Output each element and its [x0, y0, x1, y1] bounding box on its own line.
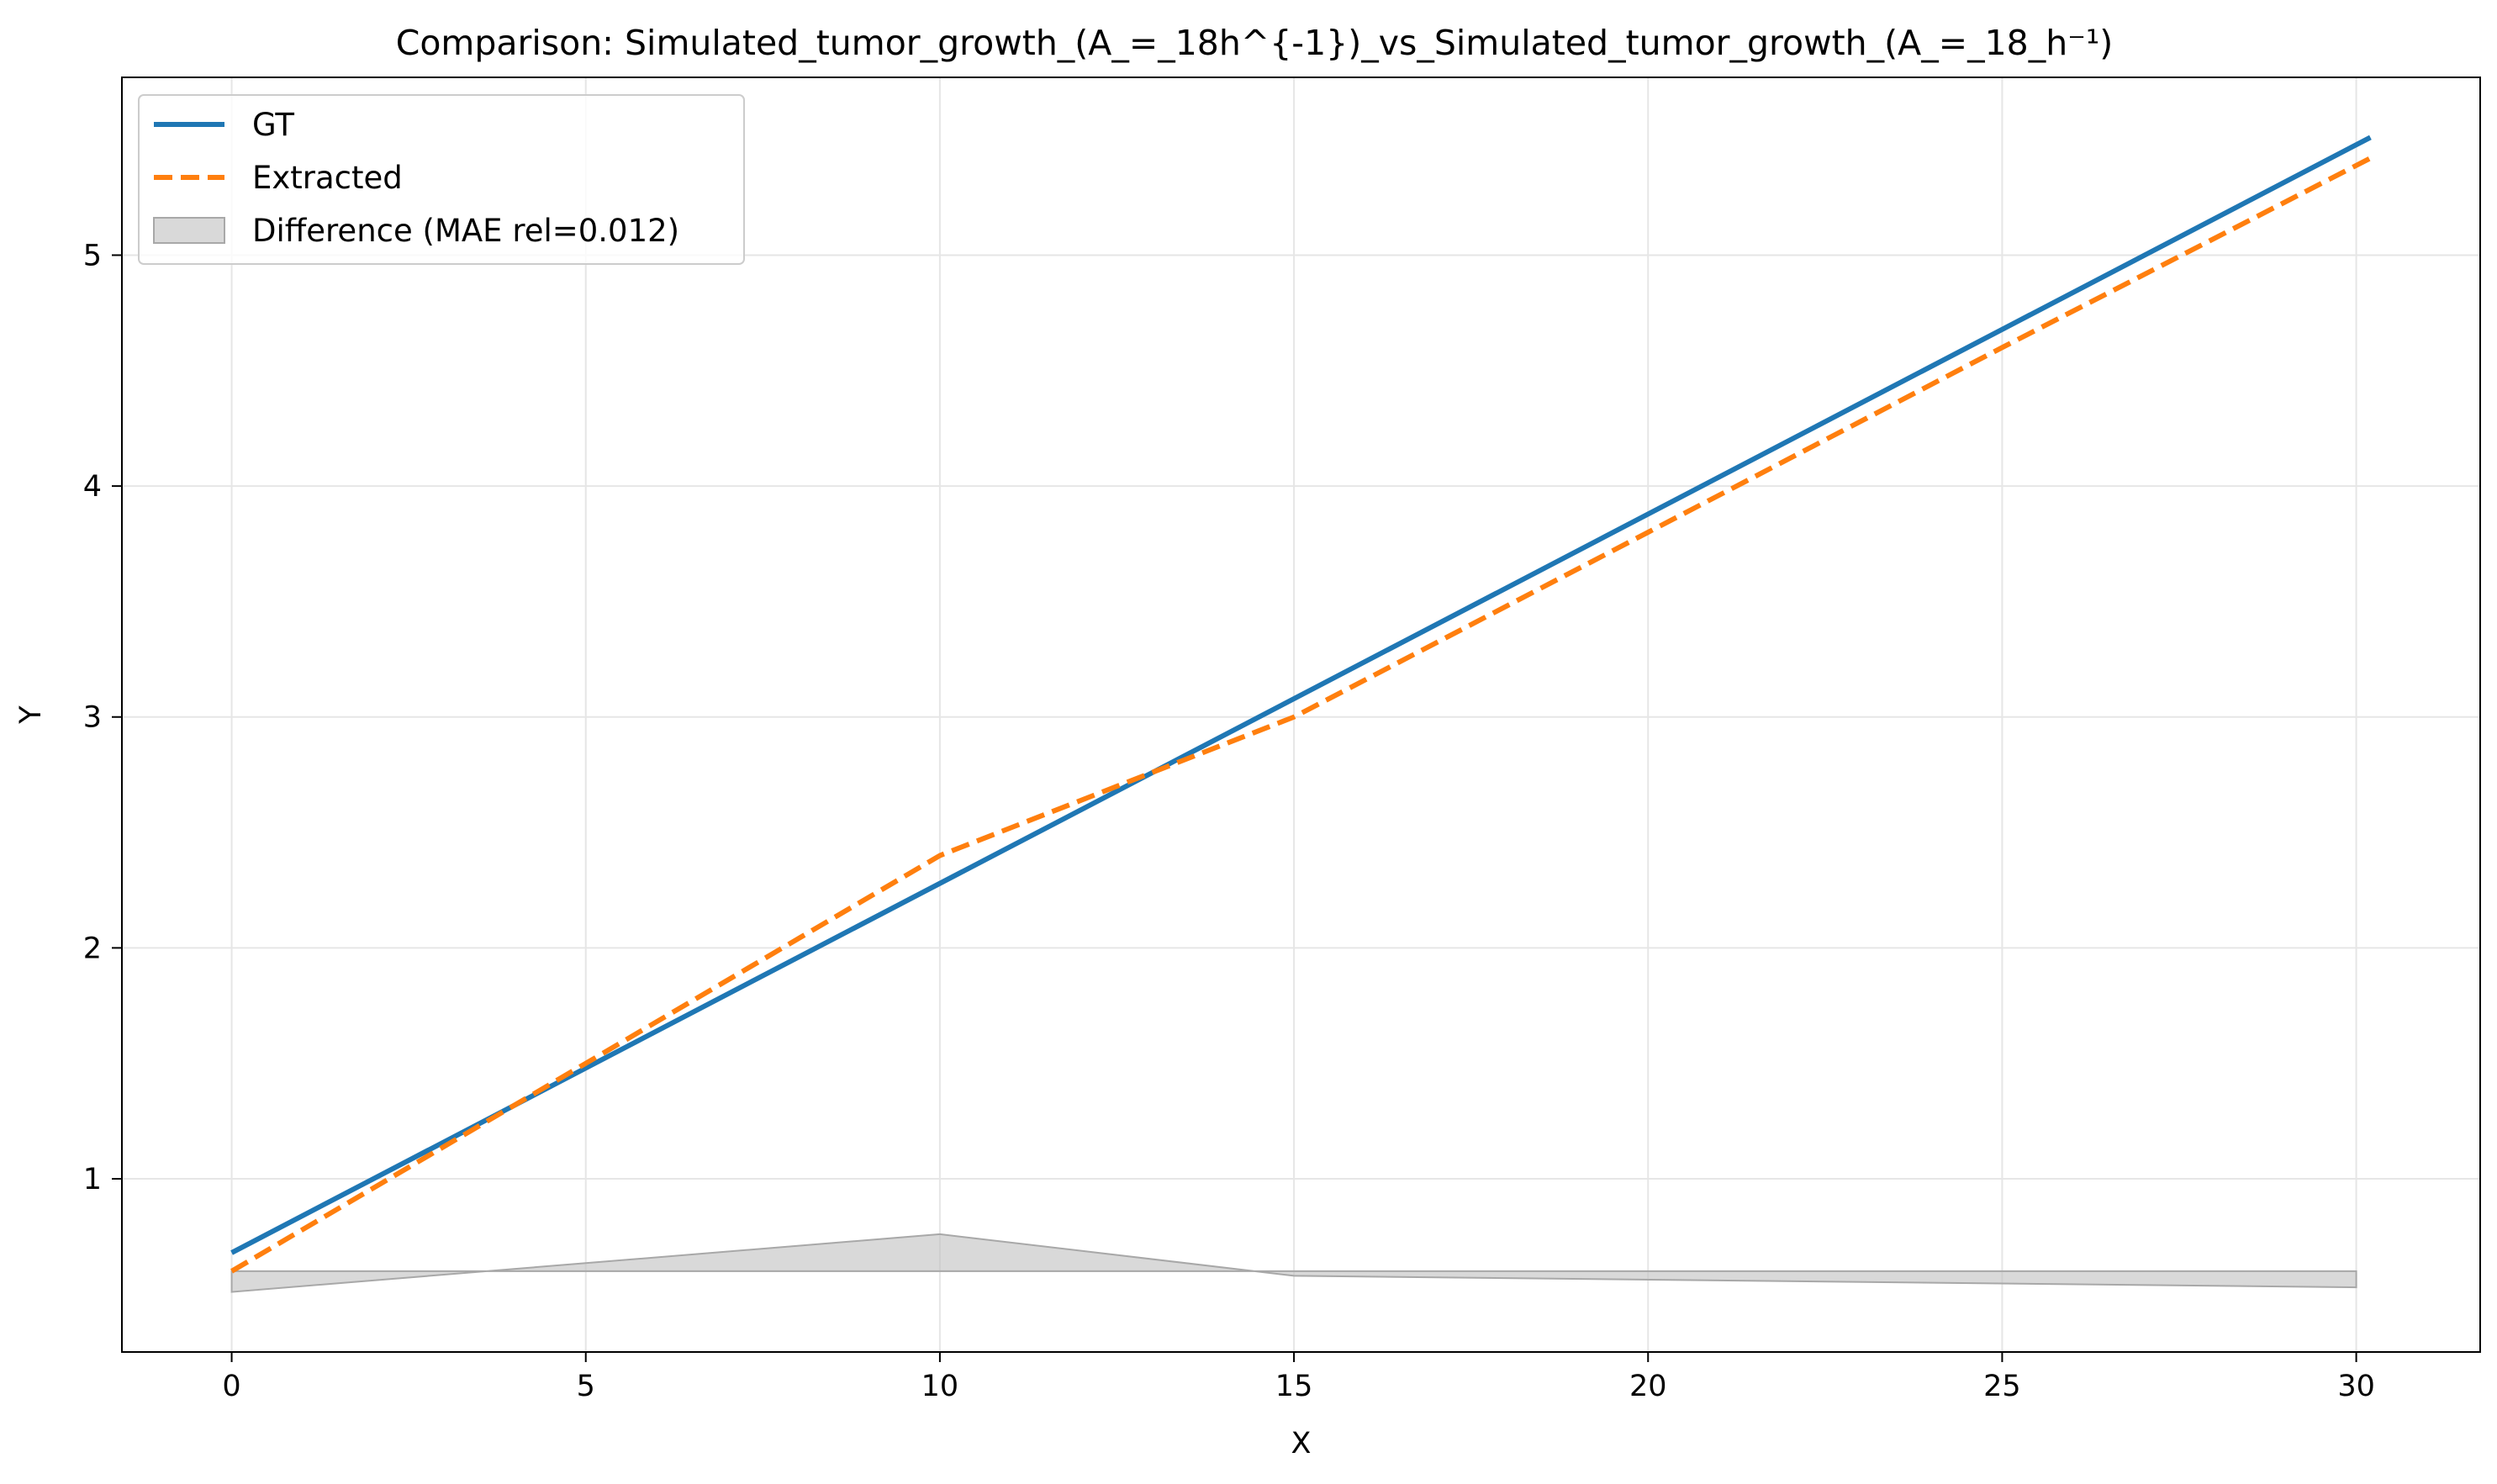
axis-ticks: 0 5 10 15 20 25 30 1 2 3 4 5	[83, 239, 2375, 1403]
x-tick-label: 15	[1275, 1370, 1313, 1403]
y-tick-label: 5	[83, 239, 102, 272]
plot-frame	[121, 77, 2481, 1353]
series-line-1	[230, 156, 2372, 1274]
chart-title: Comparison: Simulated_tumor_growth_(A_=_…	[396, 23, 2114, 63]
series-layer	[230, 135, 2372, 1274]
x-tick-label: 0	[222, 1370, 240, 1403]
legend: GT Extracted Difference (MAE rel=0.012)	[138, 94, 745, 265]
x-tick-label: 20	[1629, 1370, 1667, 1403]
x-tick-label: 10	[921, 1370, 959, 1403]
x-axis-label: X	[1291, 1427, 1312, 1460]
difference-band-layer	[230, 1233, 2357, 1293]
series-line-0	[230, 135, 2372, 1255]
x-tick-label: 25	[1983, 1370, 2021, 1403]
grid	[122, 77, 2480, 1352]
legend-label-gt: GT	[252, 107, 294, 143]
legend-label-difference: Difference (MAE rel=0.012)	[252, 213, 679, 249]
difference-band	[230, 1233, 2357, 1293]
y-tick-label: 4	[83, 470, 102, 504]
y-tick-label: 2	[83, 932, 102, 965]
legend-box	[138, 94, 745, 265]
y-tick-label: 3	[83, 701, 102, 735]
y-tick-label: 1	[83, 1163, 102, 1196]
y-axis-label: Y	[14, 705, 48, 725]
x-tick-label: 5	[577, 1370, 595, 1403]
legend-swatch-difference	[153, 217, 225, 244]
legend-label-extracted: Extracted	[252, 160, 403, 196]
x-tick-label: 30	[2337, 1370, 2375, 1403]
